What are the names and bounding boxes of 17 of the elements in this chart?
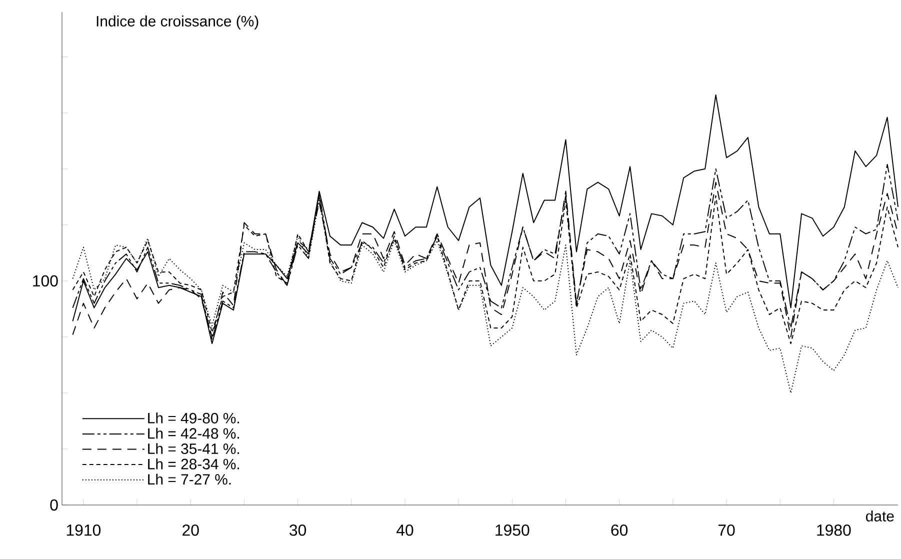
x-tick-label: 1950 — [496, 524, 530, 536]
x-tick-label: 60 — [611, 524, 628, 536]
y-axis-title: Indice de croissance (%) — [96, 16, 258, 30]
y-tick-label: 100 — [33, 275, 58, 287]
x-tick-label: 1980 — [817, 524, 851, 536]
legend-label: Lh = 7-27 %. — [148, 474, 231, 485]
x-axis-title: date — [866, 510, 894, 522]
x-tick-label: 20 — [182, 524, 199, 536]
legend-label: Lh = 35-41 %. — [148, 443, 239, 454]
legend-label: Lh = 49-80 %. — [148, 412, 239, 424]
x-tick-label: 40 — [396, 524, 414, 536]
x-tick-label: 1910 — [66, 524, 101, 536]
x-tick-label: 70 — [718, 524, 735, 536]
x-tick-label: 30 — [290, 524, 306, 536]
y-tick-label: 0 — [50, 499, 58, 511]
legend-label: Lh = 28-34 %. — [148, 458, 239, 470]
legend-label: Lh = 42-48 %. — [148, 428, 239, 439]
